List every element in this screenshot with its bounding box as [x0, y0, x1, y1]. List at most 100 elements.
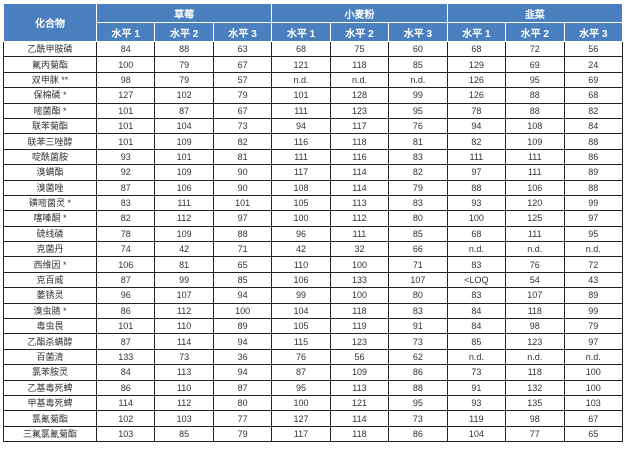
recovery-value: 79	[388, 179, 448, 196]
recovery-value: 99	[271, 287, 331, 304]
recovery-value: n.d.	[446, 241, 507, 258]
compound-name: 双甲脒 **	[3, 71, 97, 89]
recovery-value: 88	[154, 40, 214, 58]
recovery-value: 111	[329, 225, 390, 243]
recovery-value: 84	[446, 318, 507, 335]
recovery-value: 118	[505, 364, 565, 381]
recovery-value: 117	[271, 164, 331, 181]
compound-name: 百菌清	[3, 348, 97, 366]
recovery-value: 97	[563, 210, 623, 227]
recovery-value: 87	[212, 379, 273, 396]
recovery-value: 89	[563, 164, 623, 181]
recovery-value: n.d.	[388, 71, 448, 89]
compound-name: 溴虫腈 *	[3, 302, 97, 320]
table-row: 氟丙菊酯 100 79 67 121 118 85 129 69 24	[3, 56, 623, 73]
recovery-value: n.d.	[563, 348, 623, 366]
recovery-value: 129	[446, 56, 507, 73]
compound-name: 溴菌唑	[3, 179, 97, 196]
table-row: 萎锈灵 96 107 94 99 100 80 83 107 89	[3, 287, 623, 304]
recovery-value: 109	[505, 133, 565, 150]
recovery-value: 92	[95, 164, 156, 181]
recovery-value: 79	[212, 425, 273, 443]
recovery-value: 76	[505, 256, 565, 273]
recovery-value: 99	[563, 194, 623, 212]
recovery-value: 84	[95, 364, 156, 381]
recovery-value: 98	[95, 71, 156, 89]
recovery-value: 101	[95, 117, 156, 135]
recovery-value: 112	[154, 394, 214, 412]
table-row: 氯氰菊酯 102 103 77 127 114 73 119 98 67	[3, 410, 623, 427]
recovery-value: 85	[446, 333, 507, 350]
recovery-value: 80	[388, 287, 448, 304]
table-row: 西维因 * 106 81 65 110 100 71 83 76 72	[3, 256, 623, 273]
table-row: 溴菌唑 87 106 90 108 114 79 88 106 88	[3, 179, 623, 196]
recovery-value: 113	[329, 194, 390, 212]
recovery-value: 65	[563, 425, 623, 443]
recovery-value: 71	[388, 256, 448, 273]
recovery-value: 99	[154, 271, 214, 289]
recovery-value: 99	[388, 87, 448, 104]
recovery-value: 76	[388, 117, 448, 135]
recovery-value: 132	[505, 379, 565, 396]
recovery-value: 114	[154, 333, 214, 350]
table-row: 联苯菊酯 101 104 73 94 117 76 94 108 84	[3, 117, 623, 135]
recovery-value: 77	[212, 410, 273, 427]
compound-name: 噻嗪酮 *	[3, 210, 97, 227]
recovery-value: n.d.	[271, 71, 331, 89]
recovery-value: 118	[329, 302, 390, 320]
recovery-value: 78	[95, 225, 156, 243]
recovery-value: 86	[388, 425, 448, 443]
recovery-value: 88	[505, 87, 565, 104]
recovery-value: 69	[563, 71, 623, 89]
recovery-value: 133	[329, 271, 390, 289]
recovery-value: 114	[329, 179, 390, 196]
recovery-value: 32	[329, 241, 390, 258]
recovery-value: 106	[154, 179, 214, 196]
recovery-value: 65	[212, 256, 273, 273]
recovery-value: 84	[563, 117, 623, 135]
recovery-value: 100	[563, 364, 623, 381]
table-row: 溴虫腈 * 86 112 100 104 118 83 84 118 99	[3, 302, 623, 320]
recovery-value: 82	[563, 102, 623, 119]
recovery-value: 106	[505, 179, 565, 196]
recovery-value: 119	[446, 410, 507, 427]
recovery-value: 82	[446, 133, 507, 150]
recovery-value: 81	[154, 256, 214, 273]
recovery-value: 73	[446, 364, 507, 381]
recovery-value: n.d.	[446, 348, 507, 366]
recovery-value: 86	[95, 379, 156, 396]
recovery-value: 112	[154, 302, 214, 320]
recovery-value: 101	[95, 318, 156, 335]
table-row: 啶酰菌胺 93 101 81 111 116 83 111 111 86	[3, 148, 623, 166]
recovery-value: 68	[271, 40, 331, 58]
compound-name: 氯氰菊酯	[3, 410, 97, 427]
recovery-value: 73	[212, 117, 273, 135]
compound-name: 保棉磷 *	[3, 87, 97, 104]
recovery-value: 73	[388, 333, 448, 350]
recovery-value: 72	[505, 40, 565, 58]
recovery-value: 121	[271, 56, 331, 73]
recovery-value: n.d.	[505, 348, 565, 366]
recovery-value: 81	[212, 148, 273, 166]
compound-name: 联苯三唑醇	[3, 133, 97, 150]
recovery-value: 100	[271, 210, 331, 227]
recovery-value: 96	[271, 225, 331, 243]
recovery-value: 83	[388, 148, 448, 166]
recovery-value: 91	[446, 379, 507, 396]
recovery-value: 95	[388, 394, 448, 412]
compound-name: 萎锈灵	[3, 287, 97, 304]
compound-name: 毒虫畏	[3, 318, 97, 335]
recovery-value: 71	[212, 241, 273, 258]
recovery-value: 88	[563, 133, 623, 150]
recovery-value: 97	[212, 210, 273, 227]
recovery-value: 97	[446, 164, 507, 181]
recovery-value: 78	[446, 102, 507, 119]
recovery-value: n.d.	[505, 241, 565, 258]
recovery-value: 80	[388, 210, 448, 227]
recovery-value: 67	[212, 102, 273, 119]
compound-name: 联苯菊酯	[3, 117, 97, 135]
recovery-value: 81	[388, 133, 448, 150]
level-header: 水平 2	[505, 22, 565, 42]
recovery-value: 105	[271, 318, 331, 335]
recovery-value: 73	[154, 348, 214, 366]
